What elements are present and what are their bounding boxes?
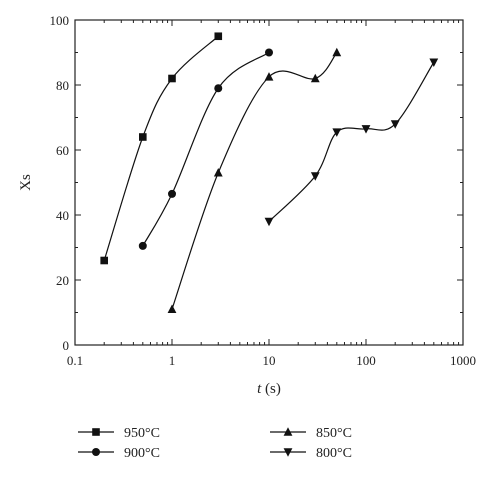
- data-point-series-1: [138, 241, 147, 250]
- x-tick-label: 1: [169, 353, 176, 368]
- data-point-series-1: [265, 48, 273, 57]
- tick-labels: 0.1 1 10 100 1000 0 20 40 60 80 100: [50, 13, 477, 368]
- data-point-series-3: [429, 58, 439, 68]
- legend-marker: [283, 427, 293, 436]
- x-axis-title-unit: (s): [261, 381, 281, 397]
- legend-item: 950°C: [78, 426, 160, 441]
- data-point-series-1: [214, 84, 223, 93]
- fit-curves: [103, 35, 435, 310]
- x-tick-label: 100: [356, 353, 376, 368]
- plot-frame: [74, 19, 464, 346]
- data-points: [100, 32, 439, 314]
- legend-label: 850°C: [316, 426, 352, 441]
- x-tick-label: 10: [263, 353, 276, 368]
- y-tick-label: 60: [56, 143, 69, 158]
- x-tick-label: 0.1: [67, 353, 83, 368]
- y-axis-title: Xs: [18, 174, 34, 191]
- data-point-series-0: [100, 256, 108, 265]
- data-point-series-2: [310, 73, 320, 83]
- y-tick-label: 100: [50, 13, 70, 28]
- data-point-series-3: [390, 120, 400, 129]
- legend-marker: [92, 448, 100, 456]
- data-point-series-1: [168, 189, 176, 198]
- data-point-series-3: [310, 172, 320, 181]
- legend-item: 850°C: [270, 426, 352, 441]
- data-point-series-2: [213, 167, 223, 177]
- series-curve-1: [142, 52, 270, 247]
- legend-marker: [283, 448, 293, 457]
- data-point-series-3: [332, 128, 342, 137]
- data-point-series-3: [264, 217, 274, 227]
- legend-label: 950°C: [124, 426, 160, 441]
- data-point-series-0: [139, 133, 147, 141]
- x-axis-title: t (s): [257, 381, 281, 397]
- y-tick-label: 80: [56, 78, 69, 93]
- axis-ticks: [74, 19, 464, 346]
- y-tick-label: 40: [56, 208, 69, 223]
- legend-item: 900°C: [78, 446, 160, 461]
- legend: 950°C 900°C 850°C 800°C: [78, 426, 352, 461]
- data-point-series-2: [264, 72, 274, 81]
- series-curve-3: [268, 61, 435, 222]
- legend-label: 800°C: [316, 446, 352, 461]
- series-curve-2: [171, 52, 338, 310]
- legend-label: 900°C: [124, 446, 160, 461]
- y-tick-label: 0: [63, 338, 70, 353]
- data-point-series-2: [332, 47, 342, 57]
- legend-item: 800°C: [270, 446, 352, 461]
- data-point-series-0: [214, 32, 223, 41]
- y-tick-label: 20: [56, 273, 69, 288]
- data-point-series-0: [168, 74, 176, 83]
- data-point-series-3: [361, 125, 371, 134]
- x-axis-title-variable: t: [257, 381, 262, 397]
- data-point-series-2: [167, 304, 177, 314]
- x-tick-label: 1000: [450, 353, 476, 368]
- legend-marker: [92, 428, 100, 436]
- series-curve-0: [103, 35, 219, 261]
